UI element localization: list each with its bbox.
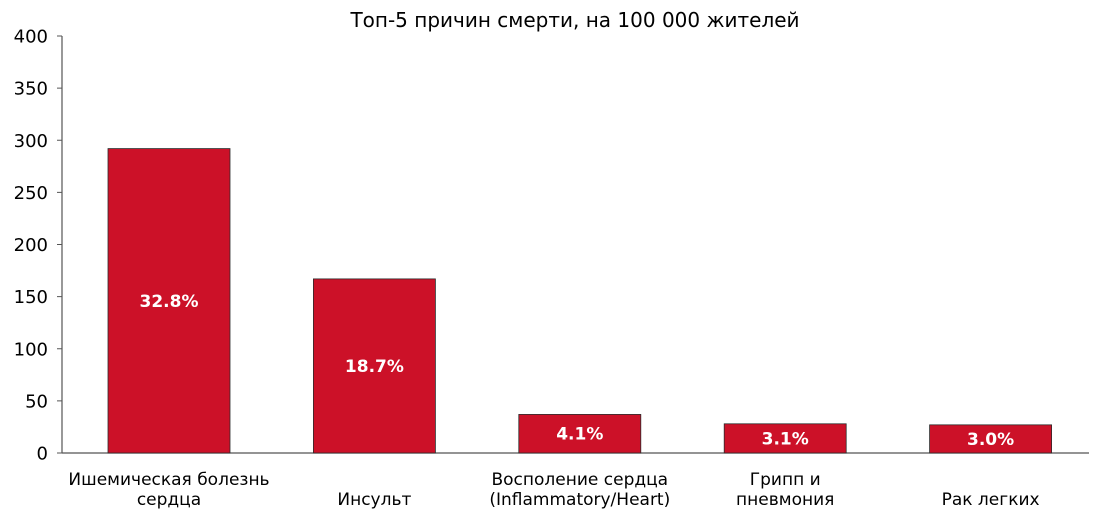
x-tick-label-line: Инсульт	[337, 490, 411, 510]
x-tick-label-line: сердца	[137, 490, 201, 510]
y-axis: 0 50 100 150 200 250 300 350 400	[14, 27, 63, 465]
data-label: 4.1%	[556, 425, 603, 445]
y-tick-label: 200	[14, 235, 48, 256]
data-label: 32.8%	[140, 292, 199, 312]
x-tick-label: Рак легких	[942, 490, 1040, 510]
x-tick-label: Восполение сердца (Inflammatory/Heart)	[489, 470, 670, 510]
x-tick-label: Грипп и пневмония	[736, 470, 834, 510]
category-labels: Ишемическая болезнь сердца Инсульт Восполен…	[68, 470, 1039, 510]
bar	[107, 148, 231, 454]
x-tick-label-line: Ишемическая болезнь	[68, 470, 269, 490]
y-tick-label: 350	[14, 79, 48, 100]
data-label: 3.1%	[762, 429, 809, 449]
bar	[518, 414, 642, 454]
x-tick-label-line: Восполение сердца	[491, 470, 668, 490]
x-tick-label: Ишемическая болезнь сердца	[68, 470, 269, 510]
y-tick-label: 150	[14, 287, 48, 308]
bar	[929, 424, 1052, 454]
bar	[723, 423, 847, 454]
y-tick-label: 300	[14, 131, 48, 152]
data-label: 18.7%	[345, 357, 404, 377]
x-tick-label-line: Грипп и	[750, 470, 821, 490]
data-label: 3.0%	[967, 430, 1014, 450]
y-tick-label: 250	[14, 183, 48, 204]
y-tick-label: 100	[14, 339, 48, 360]
y-tick-label: 0	[37, 444, 48, 465]
x-tick-label-line: (Inflammatory/Heart)	[489, 490, 670, 510]
x-tick-label: Инсульт	[337, 490, 411, 510]
data-labels: 32.8% 18.7% 4.1% 3.1% 3.0%	[140, 292, 1015, 450]
chart-title: Топ-5 причин смерти, на 100 000 жителей	[349, 8, 799, 32]
bar	[312, 278, 436, 454]
y-tick-label: 50	[25, 391, 48, 412]
y-tick-label: 400	[14, 27, 48, 48]
x-tick-label-line: пневмония	[736, 490, 834, 510]
x-tick-label-line: Рак легких	[942, 490, 1040, 510]
bars	[107, 148, 1052, 454]
